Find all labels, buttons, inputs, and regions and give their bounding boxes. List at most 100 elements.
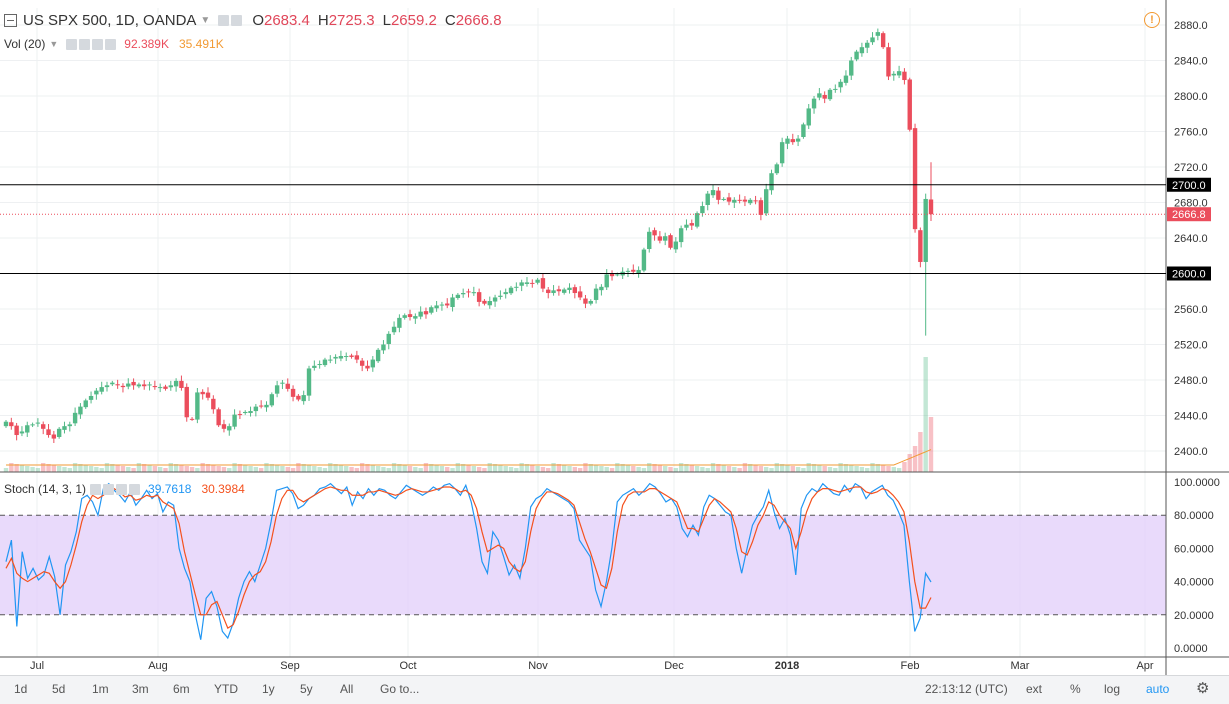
candle: [700, 206, 705, 214]
candle: [838, 81, 843, 88]
range-1d[interactable]: 1d: [14, 682, 28, 696]
plus-icon[interactable]: [92, 38, 104, 50]
volume-label[interactable]: Vol (20): [4, 37, 46, 51]
range-1y[interactable]: 1y: [262, 682, 275, 696]
volume-bar: [689, 465, 694, 472]
percent-toggle[interactable]: %: [1070, 682, 1081, 696]
volume-value: 92.389K: [124, 37, 169, 51]
volume-bar: [317, 467, 322, 472]
price-tick-label: 2520.0: [1174, 340, 1208, 352]
volume-bar: [556, 464, 562, 472]
volume-bar: [104, 463, 110, 472]
price-level-label: 2600.0: [1172, 269, 1206, 281]
candle: [583, 298, 588, 304]
range-5y[interactable]: 5y: [300, 682, 313, 696]
volume-bar: [258, 468, 264, 472]
candle: [306, 368, 312, 396]
price-level-badge: [1167, 207, 1211, 222]
plus-icon[interactable]: [116, 483, 128, 495]
volume-bar: [673, 468, 679, 472]
alert-icon[interactable]: !: [1144, 12, 1160, 28]
candle: [189, 418, 195, 420]
price-level-label: 2700.0: [1172, 180, 1206, 192]
gear-icon[interactable]: [231, 15, 243, 26]
range-5d[interactable]: 5d: [52, 682, 66, 696]
candle: [854, 51, 859, 60]
time-tick-label: Feb: [901, 660, 920, 672]
volume-bar: [450, 468, 455, 472]
range-ytd[interactable]: YTD: [214, 682, 238, 696]
volume-bar: [588, 464, 593, 472]
candle: [694, 213, 700, 227]
volume-bar: [694, 466, 700, 472]
candle: [104, 385, 110, 388]
candle: [753, 200, 758, 202]
range-6m[interactable]: 6m: [173, 682, 190, 696]
volume-bar: [62, 467, 67, 472]
candle: [99, 387, 104, 392]
candle: [290, 388, 296, 397]
candle: [833, 88, 838, 90]
collapse-icon[interactable]: [4, 14, 17, 27]
volume-bar: [168, 463, 173, 472]
candle: [540, 278, 546, 289]
gear-icon[interactable]: ⚙: [1196, 680, 1210, 697]
candle: [365, 365, 370, 369]
candle: [902, 71, 907, 81]
candle: [923, 198, 928, 262]
volume-bar: [126, 467, 131, 472]
range-1m[interactable]: 1m: [92, 682, 109, 696]
candle: [338, 356, 344, 359]
candle: [439, 304, 445, 306]
chevron-down-icon[interactable]: ▼: [49, 39, 59, 49]
volume-bar: [540, 467, 546, 472]
ext-toggle[interactable]: ext: [1026, 682, 1043, 696]
eye-icon[interactable]: [66, 38, 78, 50]
volume-ma-line: [6, 449, 932, 466]
volume-bar: [3, 468, 9, 472]
volume-bar: [886, 466, 891, 472]
candle: [801, 124, 806, 138]
symbol-title[interactable]: US SPX 500, 1D, OANDA: [23, 12, 197, 29]
candle: [147, 384, 152, 386]
volume-bar: [700, 467, 705, 472]
stoch-label[interactable]: Stoch (14, 3, 1): [4, 482, 87, 496]
candle: [673, 241, 679, 250]
stoch-d-line: [5, 486, 932, 629]
volume-bar: [710, 463, 716, 472]
log-toggle[interactable]: log: [1104, 682, 1121, 696]
candle: [56, 428, 62, 437]
volume-bar: [205, 464, 211, 472]
volume-bar: [455, 463, 461, 472]
volume-bar: [157, 467, 163, 472]
volume-bar: [280, 466, 285, 472]
candle: [429, 307, 434, 313]
close-icon[interactable]: [129, 483, 141, 495]
range-3m[interactable]: 3m: [132, 682, 149, 696]
time-tick-label: Nov: [528, 660, 548, 672]
eye-icon[interactable]: [90, 483, 102, 495]
range-all[interactable]: All: [340, 682, 354, 696]
volume-bar: [859, 467, 865, 472]
eye-icon[interactable]: [218, 15, 230, 26]
close-icon[interactable]: [105, 38, 117, 50]
volume-bar: [593, 465, 599, 472]
chevron-down-icon[interactable]: ▼: [200, 15, 211, 26]
auto-toggle[interactable]: auto: [1146, 682, 1170, 696]
candle: [450, 297, 455, 308]
goto-date[interactable]: Go to...: [380, 682, 420, 696]
candle: [3, 421, 9, 427]
candle: [35, 422, 41, 424]
candle: [795, 138, 801, 142]
candle: [322, 359, 328, 366]
volume-bar: [657, 465, 663, 472]
gear-icon[interactable]: [103, 483, 115, 495]
candle: [19, 431, 25, 434]
candle: [131, 381, 136, 386]
gear-icon[interactable]: [79, 38, 91, 50]
volume-bar: [359, 463, 365, 472]
price-level-label: 2666.8: [1172, 209, 1206, 221]
volume-bar: [285, 467, 290, 472]
volume-bar: [328, 463, 333, 472]
